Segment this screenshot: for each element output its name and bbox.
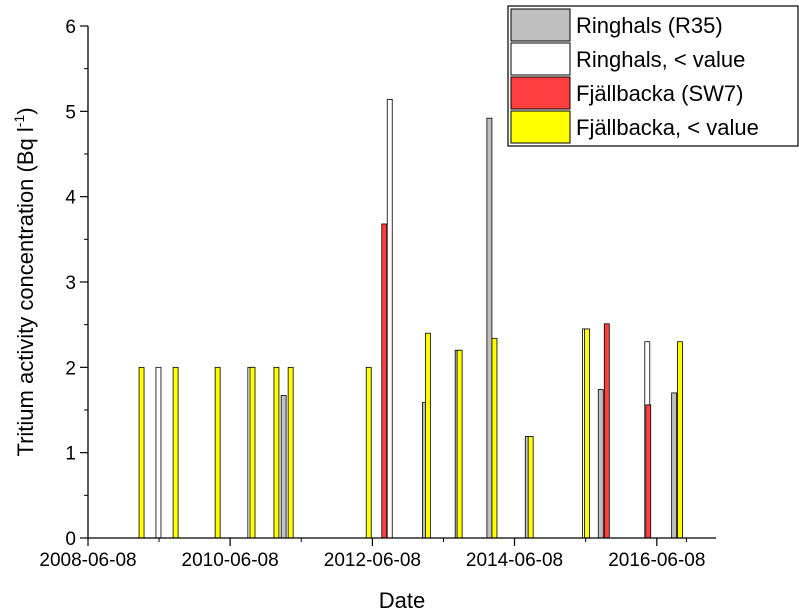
y-tick-label: 4 — [65, 188, 76, 209]
y-axis-title-end: ) — [13, 107, 38, 114]
y-tick-label: 3 — [65, 273, 76, 294]
legend-swatch — [510, 110, 571, 144]
bar — [155, 366, 162, 539]
legend-label: Ringhals, < value — [576, 47, 745, 72]
bar — [603, 323, 610, 539]
bar — [138, 366, 145, 539]
x-axis-title: Date — [379, 588, 425, 613]
bar — [645, 404, 652, 539]
legend-label: Fjällbacka, < value — [576, 115, 759, 140]
bar — [365, 366, 372, 539]
bars — [138, 98, 683, 539]
y-tick-label: 0 — [65, 529, 76, 550]
bar — [456, 349, 463, 539]
legend-swatch — [510, 76, 571, 110]
x-tick-label: 2010-06-08 — [182, 550, 279, 571]
x-tick-label: 2014-06-08 — [466, 550, 563, 571]
bar — [677, 341, 683, 539]
y-axis-title-main: Tritium activity concentration (Bq l — [13, 127, 38, 456]
bar — [527, 436, 534, 539]
bar — [424, 332, 431, 539]
bar — [597, 389, 604, 539]
bar — [381, 223, 388, 539]
bar — [386, 98, 393, 539]
y-tick-label: 6 — [65, 17, 76, 38]
legend: Ringhals (R35) Ringhals, < value Fjällback… — [507, 5, 799, 147]
y-ticks: 0 1 2 3 4 5 6 — [65, 17, 88, 550]
x-tick-label: 2008-06-08 — [39, 550, 136, 571]
x-tick-label: 2016-06-08 — [608, 550, 705, 571]
legend-swatch — [510, 42, 571, 76]
bar — [671, 392, 678, 539]
y-tick-label: 2 — [65, 358, 76, 379]
bar — [273, 366, 280, 539]
bar — [491, 337, 498, 539]
y-tick-label: 1 — [65, 444, 76, 465]
bar — [486, 117, 493, 539]
bar — [287, 366, 294, 539]
legend-swatch — [510, 8, 571, 42]
y-axis-title: Tritium activity concentration (Bq l-1) — [11, 107, 38, 456]
legend-label: Ringhals (R35) — [576, 13, 723, 38]
bar — [249, 366, 256, 539]
x-tick-label: 2012-06-08 — [324, 550, 421, 571]
y-tick-label: 5 — [65, 102, 76, 123]
bar — [172, 366, 179, 539]
y-axis-title-sup: -1 — [11, 115, 27, 128]
bar — [584, 328, 590, 539]
bar — [214, 366, 221, 539]
bar — [280, 395, 287, 539]
x-ticks: 2008-06-08 2010-06-08 2012-06-08 2014-06-08… — [39, 538, 705, 571]
legend-label: Fjällbacka (SW7) — [576, 81, 743, 106]
